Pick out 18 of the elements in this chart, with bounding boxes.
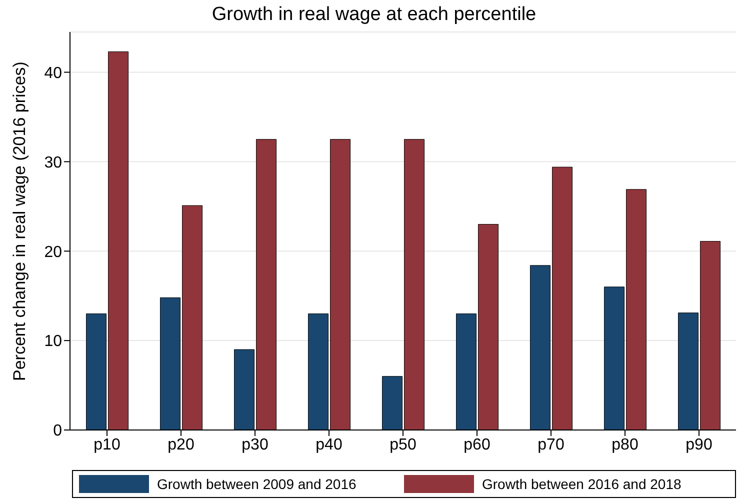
x-tick-label: p10 bbox=[94, 436, 120, 454]
x-tick-label: p80 bbox=[612, 436, 638, 454]
y-tick-label: 0 bbox=[53, 422, 62, 440]
y-tick-label: 10 bbox=[44, 333, 62, 350]
x-tick-label: p40 bbox=[316, 436, 342, 454]
x-tick-label: p50 bbox=[390, 436, 416, 454]
legend-label: Growth between 2016 and 2018 bbox=[482, 476, 682, 492]
x-tick-label: p30 bbox=[242, 436, 268, 454]
x-tick-label: p20 bbox=[168, 436, 194, 454]
chart-title: Growth in real wage at each percentile bbox=[210, 4, 538, 27]
y-tick-label: 30 bbox=[44, 154, 62, 172]
x-tick-label: p60 bbox=[464, 436, 490, 454]
legend-label: Growth between 2009 and 2016 bbox=[157, 476, 356, 492]
y-tick-label: 20 bbox=[44, 244, 62, 261]
y-axis-title: Percent change in real wage (2016 prices) bbox=[10, 62, 30, 381]
x-tick-label: p90 bbox=[686, 436, 712, 454]
y-tick-label: 40 bbox=[44, 64, 62, 82]
x-tick-label: p70 bbox=[538, 436, 564, 454]
